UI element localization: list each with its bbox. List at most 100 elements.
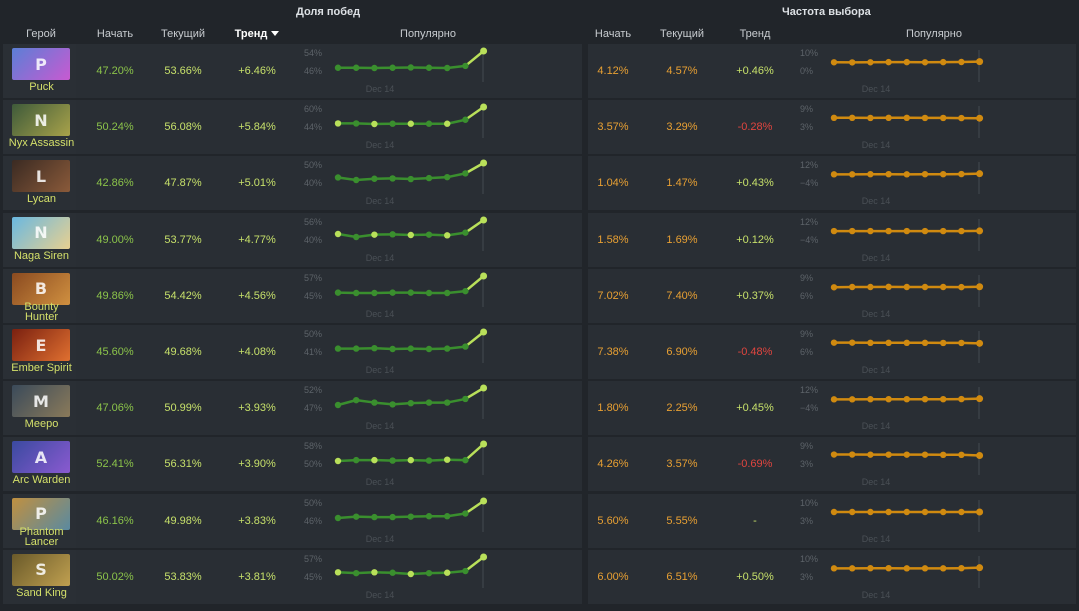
pickrate-point[interactable]	[885, 396, 892, 403]
winrate-point[interactable]	[425, 231, 433, 238]
winrate-point[interactable]	[371, 513, 378, 520]
winrate-point[interactable]	[407, 570, 414, 577]
pickrate-point[interactable]	[958, 396, 965, 403]
hero-name-link[interactable]: Ember Spirit	[11, 362, 72, 374]
pickrate-point[interactable]	[921, 227, 929, 234]
winrate-point[interactable]	[462, 170, 469, 177]
pickrate-point[interactable]	[976, 114, 984, 122]
pickrate-point[interactable]	[921, 114, 929, 122]
pickrate-point[interactable]	[849, 171, 856, 178]
hero-name-link[interactable]: Arc Warden	[12, 474, 71, 487]
pickrate-point[interactable]	[940, 227, 947, 234]
winrate-point[interactable]	[353, 457, 360, 464]
winrate-point[interactable]	[334, 514, 342, 521]
pickrate-point[interactable]	[885, 171, 892, 178]
hero-column-header[interactable]: Герой	[26, 28, 56, 40]
pickrate-point[interactable]	[830, 396, 838, 403]
table-row[interactable]: N Naga Siren 49.00% 53.77% +4.77% 1.58% 1.69% +…	[0, 212, 1079, 267]
winrate-point[interactable]	[334, 174, 342, 182]
winrate-point[interactable]	[444, 569, 451, 576]
pickrate-point[interactable]	[940, 114, 947, 122]
winrate-point[interactable]	[389, 513, 396, 520]
pickrate-point[interactable]	[976, 58, 984, 66]
pickrate-point[interactable]	[958, 451, 965, 459]
winrate-point[interactable]	[371, 64, 378, 72]
pickrate-point[interactable]	[958, 58, 965, 66]
hero-name-link[interactable]: Lycan	[27, 193, 56, 206]
winrate-point[interactable]	[407, 457, 414, 464]
winrate-start-header[interactable]: Начать	[96, 28, 134, 40]
winrate-point[interactable]	[444, 231, 451, 239]
table-row[interactable]: E Ember Spirit 45.60% 49.68% +4.08% 7.38% 6.90…	[0, 325, 1079, 379]
pickrate-point[interactable]	[940, 171, 947, 178]
pickrate-point[interactable]	[849, 396, 856, 403]
winrate-point[interactable]	[462, 343, 469, 350]
pickrate-point[interactable]	[849, 114, 856, 122]
pickrate-point[interactable]	[958, 171, 965, 178]
winrate-point[interactable]	[425, 512, 433, 520]
winrate-point[interactable]	[371, 289, 378, 296]
pickrate-point[interactable]	[940, 58, 947, 66]
winrate-point[interactable]	[480, 553, 488, 561]
pickrate-point[interactable]	[976, 339, 984, 347]
winrate-point[interactable]	[334, 401, 342, 409]
phantomlancer-portrait-icon[interactable]: P	[12, 497, 70, 530]
winrate-point[interactable]	[425, 64, 433, 71]
winrate-point[interactable]	[480, 216, 488, 224]
pickrate-point[interactable]	[940, 339, 947, 347]
pickrate-point[interactable]	[921, 339, 929, 346]
winrate-point[interactable]	[444, 64, 451, 72]
winrate-point[interactable]	[353, 513, 360, 520]
winrate-point[interactable]	[462, 509, 469, 517]
pickrate-point[interactable]	[903, 339, 910, 346]
winrate-point[interactable]	[480, 440, 488, 448]
winrate-point[interactable]	[371, 457, 378, 464]
winrate-point[interactable]	[462, 287, 469, 295]
pickrate-point[interactable]	[903, 227, 910, 234]
table-row[interactable]: A Arc Warden 52.41% 56.31% +3.90% 4.26% 3.57% -…	[0, 437, 1079, 492]
table-row[interactable]: S Sand King 50.02% 53.83% +3.81% 6.00% 6.51% +0…	[0, 549, 1079, 604]
pickrate-point[interactable]	[958, 564, 965, 572]
table-row[interactable]: L Lycan 42.86% 47.87% +5.01% 1.04% 1.47% +0.43%…	[0, 156, 1079, 211]
arcwarden-portrait-icon[interactable]: A	[12, 441, 70, 474]
hero-name-link[interactable]: Nyx Assassin	[8, 137, 75, 150]
winrate-point[interactable]	[371, 231, 378, 238]
winrate-popular-header[interactable]: Популярно	[400, 28, 456, 40]
pickrate-point[interactable]	[903, 508, 910, 515]
pickrate-point[interactable]	[867, 114, 874, 122]
winrate-point[interactable]	[334, 289, 342, 296]
table-row[interactable]: B Bounty Hunter 49.86% 54.42% +4.56% 7.02% 7.4…	[0, 268, 1079, 323]
winrate-point[interactable]	[462, 395, 469, 403]
winrate-point[interactable]	[425, 399, 433, 406]
winrate-current-header[interactable]: Текущий	[161, 28, 205, 40]
winrate-point[interactable]	[462, 457, 469, 464]
winrate-point[interactable]	[425, 289, 433, 296]
winrate-point[interactable]	[407, 400, 414, 407]
hero-name-link[interactable]: Meepo	[24, 418, 59, 431]
pickrate-point[interactable]	[849, 283, 856, 290]
pickrate-point[interactable]	[830, 283, 838, 291]
pickrate-point[interactable]	[849, 339, 856, 346]
pickrate-point[interactable]	[830, 227, 838, 234]
pickrate-point[interactable]	[976, 170, 984, 178]
winrate-point[interactable]	[444, 512, 451, 520]
ember-portrait-icon[interactable]: E	[12, 329, 70, 361]
pickrate-point[interactable]	[921, 451, 929, 459]
winrate-point[interactable]	[389, 345, 396, 353]
bounty-portrait-icon[interactable]: B	[12, 272, 70, 305]
pickrate-point[interactable]	[921, 396, 929, 403]
winrate-point[interactable]	[480, 103, 488, 111]
pickrate-point[interactable]	[976, 395, 984, 403]
pickrate-point[interactable]	[830, 564, 838, 572]
winrate-point[interactable]	[407, 120, 414, 128]
winrate-point[interactable]	[371, 344, 378, 352]
pickrate-point[interactable]	[830, 508, 838, 515]
winrate-point[interactable]	[444, 456, 451, 464]
pickrate-point[interactable]	[958, 115, 965, 122]
pickrate-point[interactable]	[867, 564, 874, 572]
winrate-point[interactable]	[353, 120, 360, 127]
winrate-point[interactable]	[353, 64, 360, 71]
pickrate-point[interactable]	[903, 58, 910, 66]
winrate-point[interactable]	[425, 345, 433, 353]
table-row[interactable]: M Meepo 47.06% 50.99% +3.93% 1.80% 2.25% +0.45%…	[0, 381, 1079, 436]
